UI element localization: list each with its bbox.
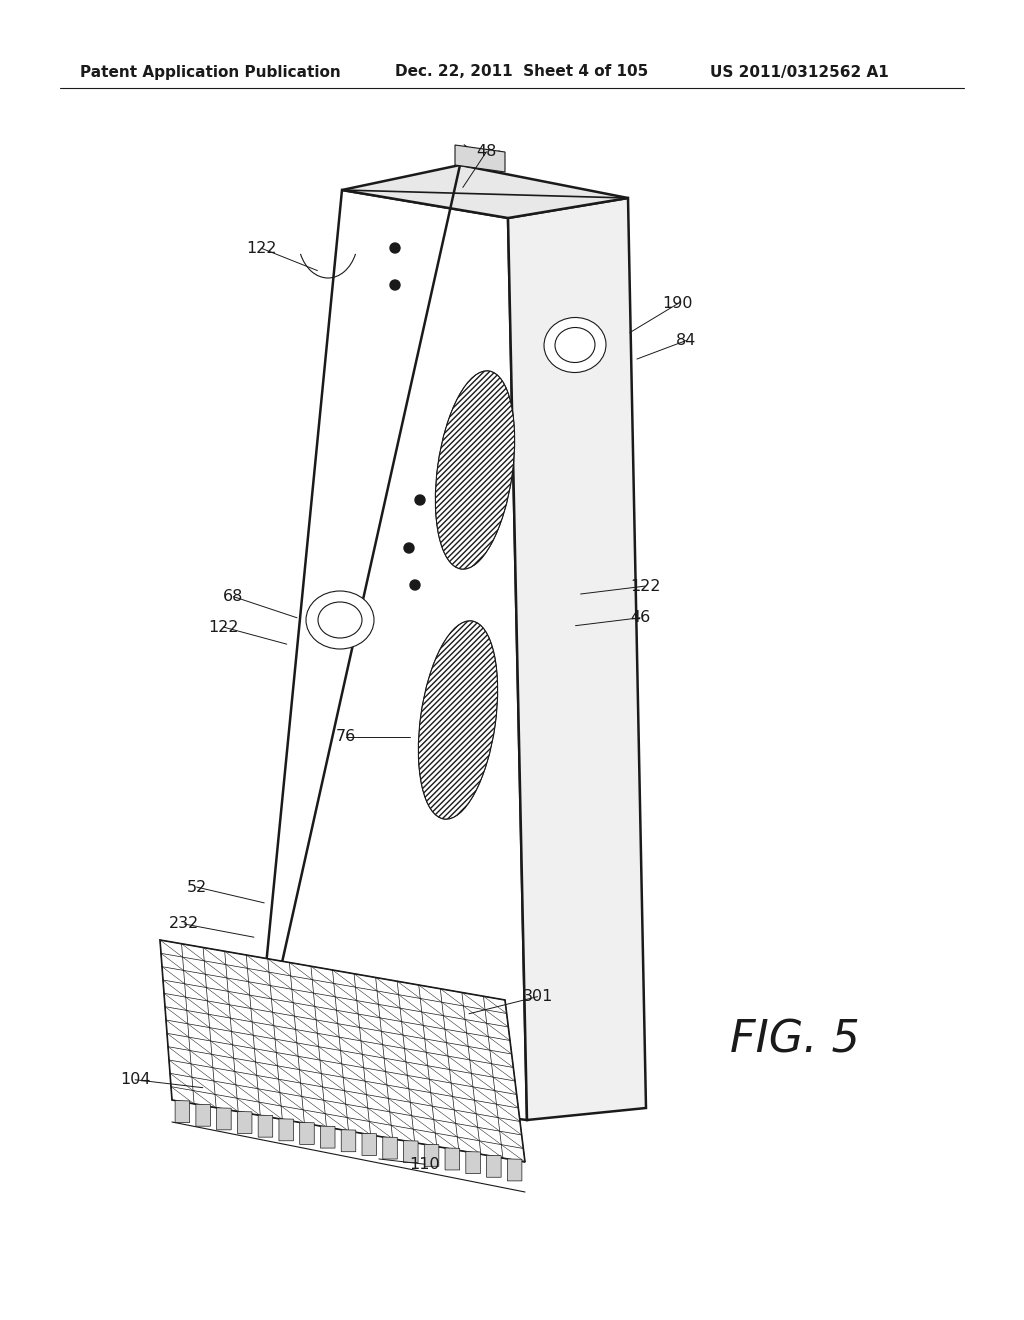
Text: 46: 46 xyxy=(630,610,650,626)
Text: 52: 52 xyxy=(186,879,207,895)
Text: 68: 68 xyxy=(223,589,244,605)
Polygon shape xyxy=(383,1137,397,1159)
Text: US 2011/0312562 A1: US 2011/0312562 A1 xyxy=(710,65,889,79)
Polygon shape xyxy=(279,1119,294,1140)
Polygon shape xyxy=(486,1155,501,1177)
Text: 122: 122 xyxy=(630,578,660,594)
Text: 122: 122 xyxy=(208,619,239,635)
Polygon shape xyxy=(507,1159,522,1181)
Polygon shape xyxy=(160,940,525,1162)
Polygon shape xyxy=(238,1111,252,1134)
Circle shape xyxy=(390,243,400,253)
Text: 301: 301 xyxy=(522,989,553,1005)
Polygon shape xyxy=(217,1107,231,1130)
Ellipse shape xyxy=(419,620,498,820)
Circle shape xyxy=(390,280,400,290)
Polygon shape xyxy=(508,198,646,1119)
Polygon shape xyxy=(342,165,628,218)
Polygon shape xyxy=(254,190,527,1119)
Ellipse shape xyxy=(306,591,374,649)
Polygon shape xyxy=(321,1126,335,1148)
Polygon shape xyxy=(455,145,505,172)
Text: 76: 76 xyxy=(336,729,356,744)
Text: 110: 110 xyxy=(410,1156,440,1172)
Ellipse shape xyxy=(544,318,606,372)
Polygon shape xyxy=(403,1140,418,1163)
Polygon shape xyxy=(175,1101,189,1122)
Text: 104: 104 xyxy=(120,1072,151,1088)
Text: 84: 84 xyxy=(676,333,696,348)
Circle shape xyxy=(410,579,420,590)
Polygon shape xyxy=(258,1115,272,1137)
Polygon shape xyxy=(341,1130,355,1152)
Ellipse shape xyxy=(555,327,595,363)
Circle shape xyxy=(404,543,414,553)
Text: 122: 122 xyxy=(246,240,276,256)
Ellipse shape xyxy=(318,602,362,638)
Polygon shape xyxy=(424,1144,439,1167)
Text: 48: 48 xyxy=(476,144,497,160)
Polygon shape xyxy=(466,1151,480,1173)
Text: FIG. 5: FIG. 5 xyxy=(730,1019,860,1061)
Text: 190: 190 xyxy=(663,296,693,312)
Polygon shape xyxy=(300,1122,314,1144)
Polygon shape xyxy=(362,1134,377,1155)
Text: Patent Application Publication: Patent Application Publication xyxy=(80,65,341,79)
Text: Dec. 22, 2011  Sheet 4 of 105: Dec. 22, 2011 Sheet 4 of 105 xyxy=(395,65,648,79)
Polygon shape xyxy=(445,1148,460,1170)
Text: 232: 232 xyxy=(169,916,200,932)
Circle shape xyxy=(415,495,425,506)
Ellipse shape xyxy=(435,371,515,569)
Polygon shape xyxy=(196,1105,210,1126)
